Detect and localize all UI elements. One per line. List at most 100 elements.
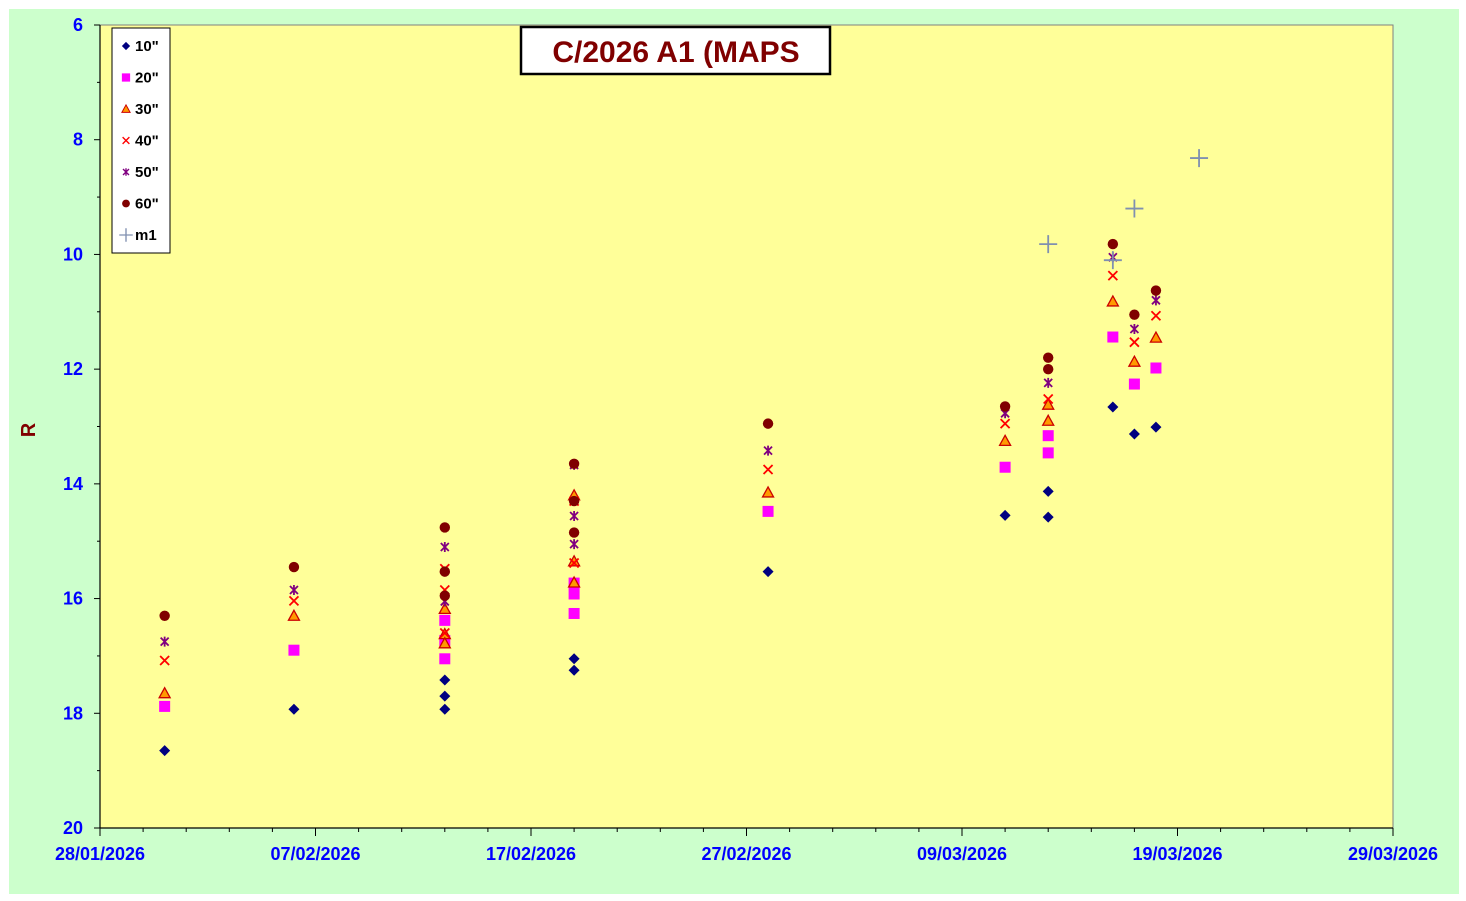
y-tick-label: 8 [73, 130, 83, 150]
data-point [1150, 285, 1162, 296]
x-tick-label: 17/02/2026 [486, 844, 576, 864]
y-tick-label: 14 [63, 474, 83, 494]
legend-entry: 10" [121, 38, 159, 55]
data-point [159, 745, 171, 757]
data-point [762, 464, 774, 475]
data-point [1107, 238, 1119, 250]
data-point [763, 445, 773, 456]
data-point [439, 590, 450, 601]
data-point [762, 566, 774, 578]
y-axis-label: R [18, 422, 40, 437]
data-point [1129, 323, 1140, 334]
data-point [439, 653, 451, 665]
data-point [1042, 511, 1054, 523]
legend-marker [122, 199, 130, 208]
data-point [1043, 393, 1054, 405]
y-tick-label: 16 [63, 589, 83, 609]
data-point [568, 653, 580, 665]
data-point [567, 575, 581, 588]
data-point [1149, 330, 1163, 343]
data-point [438, 602, 452, 615]
data-point [999, 418, 1011, 429]
data-marks [158, 149, 1209, 757]
data-point [762, 505, 774, 517]
data-point [1041, 413, 1055, 426]
data-point [569, 510, 579, 521]
x-tick-label: 27/02/2026 [701, 844, 791, 864]
data-point [160, 636, 170, 647]
data-point [1043, 377, 1053, 388]
data-point [288, 561, 300, 573]
x-tick-label: 28/01/2026 [55, 844, 145, 864]
data-point [158, 686, 172, 699]
data-point [1150, 362, 1162, 374]
data-point [568, 458, 580, 469]
data-point [439, 614, 451, 626]
legend-entry: 40" [122, 133, 159, 150]
data-point [1129, 337, 1140, 348]
data-point [159, 655, 170, 666]
legend-label: 10" [135, 38, 159, 55]
data-point [439, 566, 450, 577]
data-point [568, 607, 580, 619]
data-point [289, 584, 299, 595]
y-tick-label: 10 [63, 244, 83, 264]
chart-title: C/2026 A1 (MAPS [552, 36, 799, 69]
series-60-points [159, 238, 1162, 621]
data-point [1150, 310, 1162, 321]
data-point [1151, 295, 1161, 306]
data-point [439, 674, 451, 686]
data-point [1043, 363, 1054, 375]
legend-entry: m1 [119, 227, 157, 244]
legend-box [111, 27, 171, 254]
data-point [159, 610, 170, 621]
y-axis-ticks: 6 8 10 12 14 16 18 20 [63, 15, 100, 838]
data-point [440, 541, 450, 552]
data-point [1106, 294, 1120, 307]
legend-label: 50" [135, 164, 159, 181]
data-point [1127, 354, 1141, 367]
data-point [1041, 397, 1055, 410]
series-10-points [159, 401, 1162, 757]
data-point [1129, 309, 1140, 320]
data-point [568, 557, 580, 569]
data-point [288, 703, 300, 715]
legend-label: m1 [135, 227, 157, 244]
legend-marker [122, 136, 130, 145]
data-point [761, 485, 775, 498]
data-point [568, 664, 580, 676]
data-point [1150, 421, 1162, 433]
legend-label: 30" [135, 101, 159, 118]
data-point [1042, 430, 1054, 442]
y-tick-label: 6 [73, 15, 83, 35]
series-m1-points [1039, 149, 1209, 270]
y-tick-label: 20 [63, 818, 83, 838]
data-point [287, 608, 301, 621]
x-axis-ticks: 28/01/2026 07/02/2026 17/02/2026 27/02/2026… [55, 828, 1438, 864]
data-point [1128, 428, 1140, 440]
data-point [999, 461, 1011, 473]
plot-area [99, 24, 1394, 829]
data-point [1128, 378, 1140, 390]
data-point [438, 636, 452, 649]
data-point [1125, 199, 1144, 218]
legend: 10" 20" 30" 40" 50" 60" m1 [111, 27, 171, 254]
chart-title-box: C/2026 A1 (MAPS [519, 25, 832, 76]
x-tick-label: 19/03/2026 [1132, 844, 1222, 864]
legend-entry: 20" [121, 70, 159, 87]
legend-marker [121, 41, 131, 51]
data-point [999, 401, 1011, 412]
legend-label: 60" [135, 196, 159, 213]
data-point [439, 627, 450, 639]
data-point [1103, 251, 1122, 270]
data-point [568, 588, 580, 600]
x-tick-label: 07/02/2026 [270, 844, 360, 864]
data-point [568, 495, 580, 507]
data-point [439, 703, 451, 715]
data-point [159, 700, 171, 712]
data-point [439, 522, 450, 533]
data-point [1042, 447, 1054, 459]
legend-marker [119, 228, 133, 242]
data-point [762, 418, 774, 429]
legend-label: 20" [135, 70, 159, 87]
